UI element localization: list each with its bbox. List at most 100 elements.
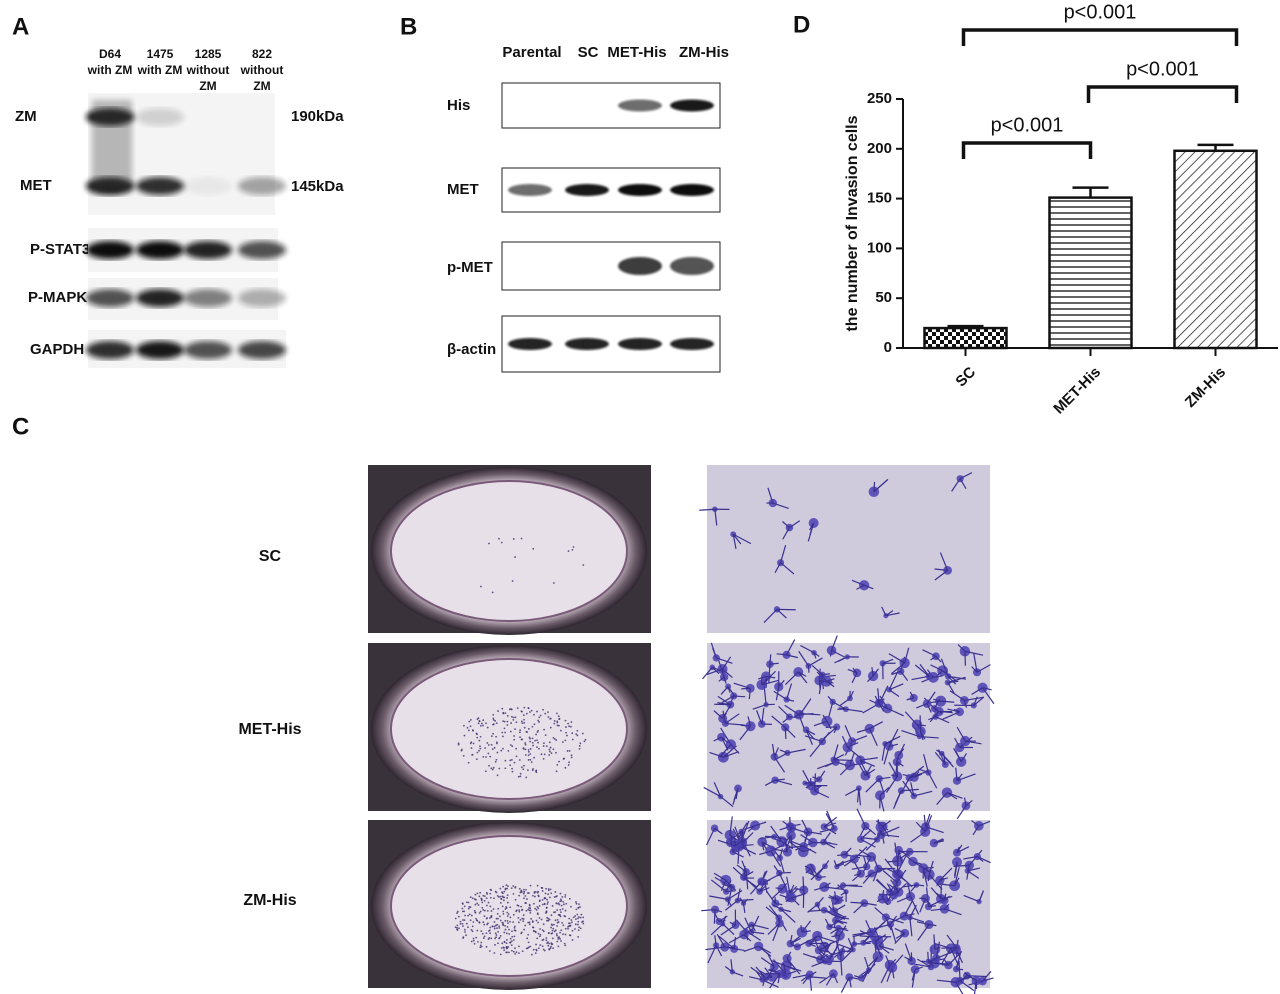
cell-process xyxy=(878,945,890,954)
cell-process xyxy=(947,675,957,685)
stain-dot xyxy=(521,722,524,724)
cell-process xyxy=(882,898,889,906)
cell-process xyxy=(828,701,834,717)
cell-process xyxy=(955,951,962,970)
stain-dot xyxy=(563,942,566,945)
cell-process xyxy=(863,856,868,867)
cell-process xyxy=(741,831,744,843)
cell-process xyxy=(860,963,876,979)
stain-dot xyxy=(463,734,466,737)
cell-process xyxy=(822,714,828,722)
stain-dot xyxy=(476,929,479,932)
cell-process xyxy=(940,658,949,677)
cell-process xyxy=(940,700,955,703)
stain-dot xyxy=(469,906,472,909)
cell xyxy=(928,941,952,964)
stain-dot xyxy=(503,890,506,893)
stain-dot xyxy=(529,945,532,948)
cell xyxy=(881,606,900,619)
stain-dot xyxy=(544,734,547,737)
stain-dot xyxy=(495,934,498,936)
stain-dot xyxy=(543,903,546,906)
cell-process xyxy=(860,969,870,976)
cell xyxy=(953,747,968,767)
stain-dot xyxy=(558,717,561,720)
stain-dot xyxy=(571,738,574,741)
cell-process xyxy=(797,939,811,948)
cell xyxy=(854,963,876,982)
cell-process xyxy=(779,544,787,563)
stain-dot xyxy=(504,759,507,762)
stain-dot xyxy=(565,731,567,734)
stain-dot xyxy=(559,908,562,911)
cell-process xyxy=(702,666,713,680)
column-header: 1285 xyxy=(195,47,222,61)
stain-dot xyxy=(479,946,482,949)
cell-process xyxy=(811,960,826,967)
stain-dot xyxy=(541,945,544,948)
stain-dot xyxy=(577,917,579,920)
stain-dot xyxy=(535,908,538,911)
size-label: 190kDa xyxy=(291,108,344,125)
cell-process xyxy=(721,736,729,743)
blot-band xyxy=(184,289,232,307)
cell-process xyxy=(741,842,745,849)
cell-process xyxy=(809,741,823,758)
stain-dot xyxy=(485,897,488,900)
stain-dot xyxy=(534,930,537,933)
cell-process xyxy=(800,644,815,654)
stain-dot xyxy=(578,747,581,750)
stain-dot xyxy=(509,937,512,940)
cell xyxy=(930,903,962,916)
stain-dot xyxy=(472,939,475,942)
stain-dot xyxy=(489,932,492,935)
blot-band xyxy=(670,184,714,196)
cell-process xyxy=(798,650,809,667)
cell-process xyxy=(823,832,831,843)
cell xyxy=(894,927,910,945)
stain-dot xyxy=(537,890,540,893)
stain-dot xyxy=(495,917,498,920)
cell-process xyxy=(772,903,782,910)
cell-process xyxy=(771,743,776,757)
cell-process xyxy=(784,671,799,686)
x-tick-label: SC xyxy=(952,364,979,391)
cell-process xyxy=(883,746,890,765)
cell-process xyxy=(735,919,747,932)
stain-dot xyxy=(493,952,496,954)
significance-bracket xyxy=(1086,85,1239,103)
cell-process xyxy=(779,749,788,754)
stain-dot xyxy=(515,910,518,913)
cell-process xyxy=(754,821,767,827)
stain-dot xyxy=(474,911,477,914)
cell-process xyxy=(839,764,851,776)
cell-process xyxy=(964,651,967,666)
cell-process xyxy=(889,958,897,966)
stain-dot xyxy=(490,889,493,891)
cell xyxy=(879,658,896,680)
blot-band xyxy=(508,338,552,350)
cell-process xyxy=(765,675,776,679)
cell-process xyxy=(816,865,826,876)
stain-dot xyxy=(504,924,506,927)
blot-band xyxy=(508,184,552,196)
stain-dot xyxy=(528,711,531,713)
stain-dot xyxy=(496,751,499,754)
cell-process xyxy=(744,917,752,933)
cell xyxy=(741,866,757,888)
stain-dot xyxy=(468,913,471,916)
cell-process xyxy=(710,642,717,659)
cell-process xyxy=(917,924,930,941)
cell xyxy=(904,943,916,966)
cell-process xyxy=(953,864,970,868)
stain-dot xyxy=(575,918,577,921)
cell xyxy=(894,743,906,766)
cell-process xyxy=(833,910,846,918)
stain-dot xyxy=(528,921,531,924)
stain-dot xyxy=(549,726,552,729)
cell xyxy=(701,905,723,924)
stain-dot xyxy=(553,930,556,933)
stain-dot xyxy=(576,923,579,926)
panel-letter: D xyxy=(793,11,810,38)
stain-dot xyxy=(578,926,581,929)
